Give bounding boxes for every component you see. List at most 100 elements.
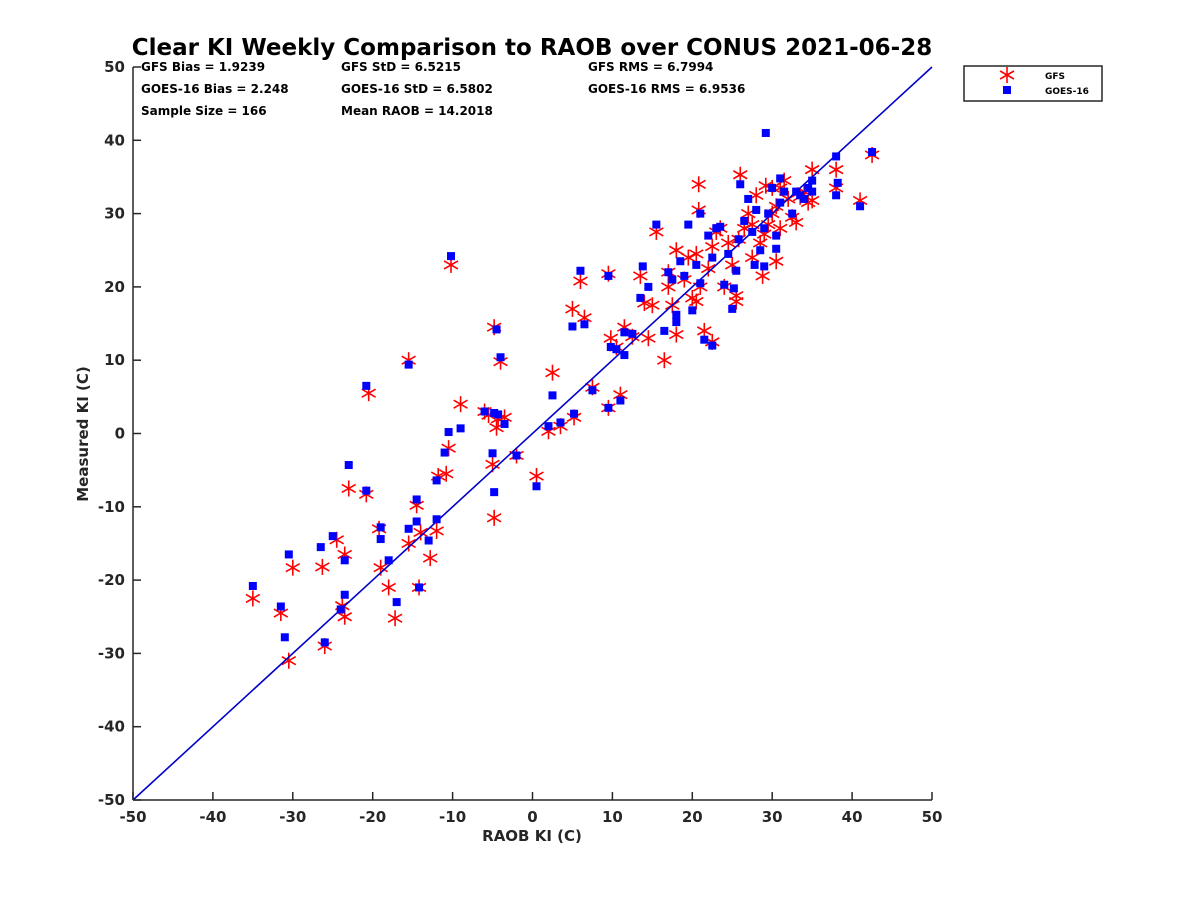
goes16-point <box>447 252 456 261</box>
gfs-point <box>453 396 468 413</box>
y-tick-label: -10 <box>98 498 125 516</box>
y-tick-label: 30 <box>104 205 125 223</box>
gfs-point <box>413 524 428 541</box>
goes16-point <box>692 260 701 269</box>
goes16-point <box>432 515 441 524</box>
stats-block: GFS Bias = 1.9239 GFS StD = 6.5215 GFS R… <box>141 60 745 118</box>
goes16-point <box>440 448 449 457</box>
x-tick-label: 30 <box>762 808 783 826</box>
goes16-point <box>432 476 441 485</box>
gfs-point <box>768 253 784 270</box>
gfs-point <box>828 161 844 178</box>
x-tick-label: 20 <box>682 808 703 826</box>
chart-title: Clear KI Weekly Comparison to RAOB over … <box>132 35 932 61</box>
goes16-point <box>620 328 629 337</box>
goes16-point <box>280 633 289 642</box>
goes16-point <box>480 407 489 416</box>
goes16-point <box>328 532 337 541</box>
legend-gfs-asterisk <box>999 67 1015 83</box>
goes16-point <box>392 598 401 607</box>
x-tick-label: -40 <box>199 808 226 826</box>
goes16-point <box>780 187 789 196</box>
goes16-point <box>500 419 509 428</box>
stat-sample-size: Sample Size = 166 <box>141 104 267 118</box>
goes16-point <box>362 486 371 495</box>
legend-goes-label: GOES-16 <box>1045 87 1089 97</box>
goes16-point <box>788 209 797 218</box>
goes16-point <box>696 209 705 218</box>
stat-goes-std: GOES-16 StD = 6.5802 <box>341 82 493 96</box>
goes16-point <box>832 152 841 161</box>
goes16-point <box>556 418 565 427</box>
goes16-point <box>424 536 433 545</box>
goes16-point <box>728 304 737 313</box>
gfs-point <box>641 330 656 347</box>
goes16-point <box>750 260 759 269</box>
legend-goes-marker <box>1003 86 1011 94</box>
goes16-point <box>444 428 453 437</box>
goes16-point <box>376 523 385 532</box>
goes16-point <box>320 638 329 647</box>
y-tick-label: 20 <box>104 278 125 296</box>
x-tick-label: 50 <box>922 808 943 826</box>
goes16-point <box>488 449 497 458</box>
goes16-point <box>580 320 589 329</box>
stat-mean-raob: Mean RAOB = 14.2018 <box>341 104 493 118</box>
goes16-point <box>772 231 781 240</box>
goes16-point <box>362 381 371 390</box>
x-tick-label: 40 <box>842 808 863 826</box>
goes16-point <box>744 194 753 203</box>
goes16-point <box>344 461 353 470</box>
goes16-point <box>606 343 615 352</box>
goes16-point <box>856 202 865 211</box>
goes16-point <box>570 409 579 418</box>
goes16-point <box>752 205 761 214</box>
goes16-point <box>604 271 613 280</box>
goes16-point <box>456 424 465 433</box>
legend-gfs-label: GFS <box>1045 72 1065 82</box>
goes16-point <box>724 249 733 258</box>
goes16-point <box>415 583 424 592</box>
x-axis-label: RAOB KI (C) <box>482 827 582 845</box>
goes16-point <box>776 174 785 183</box>
goes16-point <box>412 517 421 526</box>
goes16-point <box>729 284 738 293</box>
goes16-point <box>628 329 637 338</box>
goes16-point <box>833 178 842 187</box>
legend-gfs-marker <box>999 67 1015 83</box>
goes16-point <box>708 341 717 350</box>
x-tick-label: -50 <box>119 808 146 826</box>
y-tick-label: -50 <box>98 791 125 809</box>
goes16-point <box>376 535 385 544</box>
goes16-point <box>720 280 729 289</box>
y-axis-label: Measured KI (C) <box>74 366 92 502</box>
goes16-point <box>688 306 697 315</box>
gfs-point <box>438 465 454 482</box>
goes16-point <box>340 590 349 599</box>
goes16-point <box>776 198 785 207</box>
goes16-point <box>612 345 621 354</box>
gfs-point <box>486 509 502 526</box>
x-tick-label: -20 <box>359 808 386 826</box>
goes16-point <box>696 279 705 288</box>
goes16-point <box>684 220 693 229</box>
goes16-point <box>676 257 685 266</box>
goes16-point <box>532 482 541 491</box>
goes16-point <box>616 396 625 405</box>
gfs-point <box>688 245 704 262</box>
goes16-point <box>740 216 749 225</box>
goes16-point <box>284 550 293 559</box>
gfs-point <box>755 267 770 284</box>
x-tick-label: -10 <box>439 808 466 826</box>
stat-goes-rms: GOES-16 RMS = 6.9536 <box>588 82 745 96</box>
goes16-point <box>808 187 817 196</box>
goes16-point <box>544 422 553 431</box>
goes16-point <box>668 275 677 284</box>
y-tick-label: -30 <box>98 644 125 662</box>
goes16-point <box>568 322 577 331</box>
goes16-point <box>832 191 841 200</box>
goes16-point <box>808 176 817 185</box>
goes16-point <box>548 391 557 400</box>
goes16-point <box>680 271 689 280</box>
goes16-point <box>708 253 717 262</box>
